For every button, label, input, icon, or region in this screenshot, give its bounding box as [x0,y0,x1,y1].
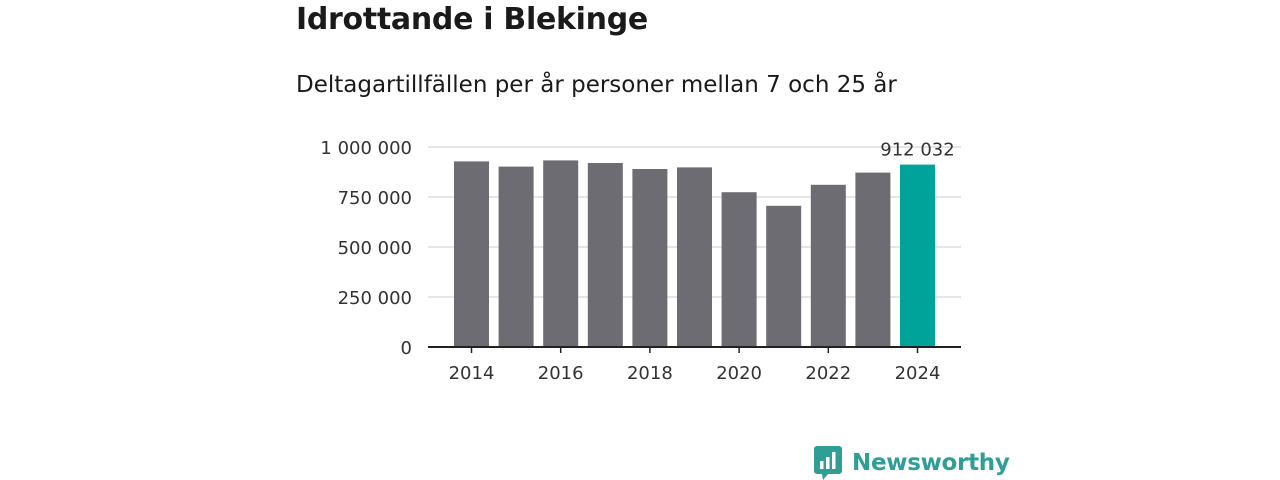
bars [454,160,935,347]
bar-2023 [855,172,891,347]
x-tick-label: 2014 [449,363,495,384]
bar-chart: 0 250 000 500 000 750 000 1 000 000 2014 2016… [320,138,961,384]
bar-2017 [587,163,623,347]
chart-title: Idrottande i Blekinge [296,2,648,37]
data-labels: 912 032 [880,140,954,161]
bar-chart-bubble-icon [814,446,842,480]
bar-2016 [543,160,579,347]
bar-2019 [677,167,712,347]
x-tick-label: 2018 [627,363,673,384]
bar-2014 [454,161,489,347]
x-tick-label: 2022 [805,363,851,384]
x-tick-label: 2024 [895,363,941,384]
brand-name: Newsworthy [852,450,1010,476]
y-tick-label: 0 [401,338,412,359]
chart-subtitle: Deltagartillfällen per år personer mella… [296,72,897,98]
data-label: 912 032 [880,140,954,161]
x-tick-label: 2020 [716,363,762,384]
y-tick-label: 750 000 [338,188,412,209]
bar-2018 [632,169,668,347]
bar-2022 [810,184,846,347]
bar-2020 [721,192,757,347]
brand-logo: Newsworthy [814,446,1010,480]
bar-2015 [498,166,534,347]
y-tick-label: 500 000 [338,238,412,259]
bar-2024 [900,164,935,347]
x-axis-ticks: 2014 2016 2018 2020 2022 2024 [449,347,941,384]
x-tick-label: 2016 [538,363,584,384]
y-axis-ticks: 0 250 000 500 000 750 000 1 000 000 [320,138,412,359]
y-tick-label: 250 000 [338,288,412,309]
bar-2021 [766,205,802,347]
y-tick-label: 1 000 000 [320,138,412,159]
